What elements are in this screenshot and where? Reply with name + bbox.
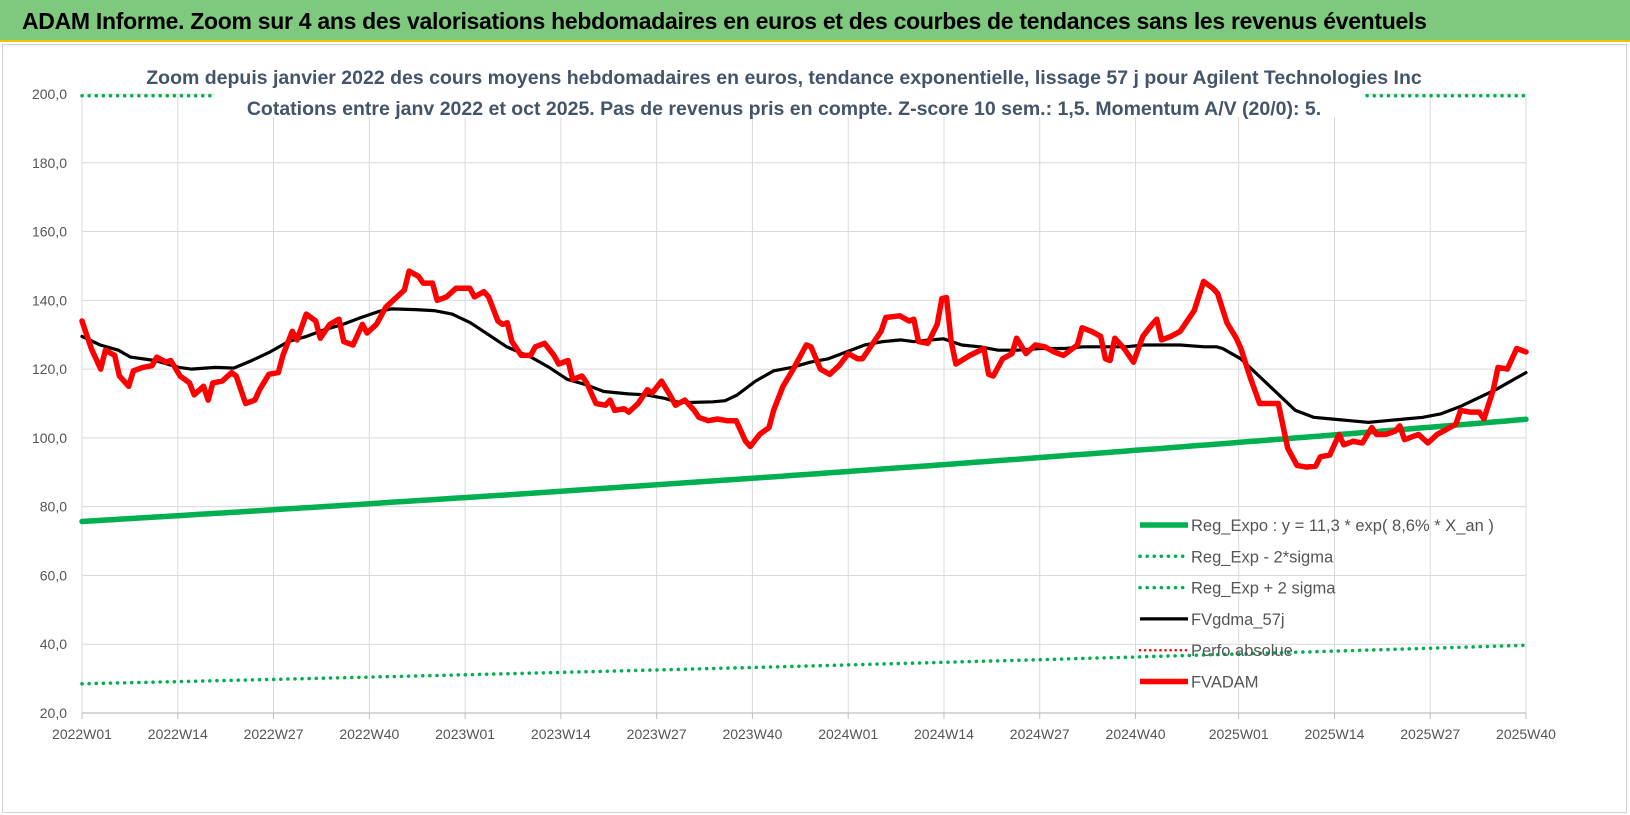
y-tick-label: 160,0 [32,224,67,240]
y-tick-label: 140,0 [32,292,67,308]
y-tick-label: 60,0 [40,567,67,583]
y-tick-label: 120,0 [32,361,67,377]
x-tick-label: 2024W14 [914,726,974,742]
report-title: ADAM Informe. Zoom sur 4 ans des valoris… [22,8,1427,34]
y-tick-label: 80,0 [40,499,67,515]
x-tick-label: 2023W14 [531,726,591,742]
axes: 20,0 40,0 60,0 80,0 100,0 120,0 140,0 160,0 180,… [32,86,1556,742]
series-line-fvgdma [80,307,1528,424]
x-tick-label: 2023W40 [722,726,782,742]
title-backdrop [215,55,1363,117]
x-tick-label: 2025W14 [1304,726,1364,742]
gridlines [81,93,1527,713]
chart-frame: 20,0 40,0 60,0 80,0 100,0 120,0 140,0 160,0 180,… [2,44,1627,813]
x-tick-label: 2023W01 [435,726,495,742]
series-line-fvadam [79,268,1529,470]
y-tick-label: 180,0 [32,155,67,171]
y-tick-label: 40,0 [40,636,67,652]
legend-label-fvadam: FVADAM [1191,674,1259,692]
x-tick-label: 2022W01 [52,726,112,742]
x-tick-label: 2022W40 [339,726,399,742]
x-tick-label: 2024W01 [818,726,878,742]
x-tick-label: 2023W27 [627,726,687,742]
y-tick-label: 200,0 [32,86,67,102]
legend-label-fvgdma: FVgdma_57j [1191,611,1285,629]
line-chart: 20,0 40,0 60,0 80,0 100,0 120,0 140,0 160,0 180,… [32,55,1556,742]
y-tick-label: 100,0 [32,430,67,446]
x-tick-label: 2022W14 [148,726,208,742]
chart-title-line-1: Zoom depuis janvier 2022 des cours moyen… [146,67,1422,89]
legend-label-reg_plus: Reg_Exp + 2 sigma [1191,580,1336,598]
legend-label-reg_minus: Reg_Exp - 2*sigma [1191,548,1334,566]
x-tick-label: 2022W27 [244,726,304,742]
legend-label-perfo: Perfo absolue [1191,642,1293,660]
x-tick-label: 2025W01 [1209,726,1269,742]
legend-label-reg_expo: Reg_Expo : y = 11,3 * exp( 8,6% * X_an ) [1191,517,1494,535]
x-tick-label: 2025W27 [1400,726,1460,742]
series-line-reg_minus [80,643,1528,686]
legend: Reg_Expo : y = 11,3 * exp( 8,6% * X_an )… [1138,517,1494,692]
y-tick-label: 20,0 [40,705,67,721]
x-tick-label: 2024W40 [1106,726,1166,742]
x-tick-label: 2024W27 [1010,726,1070,742]
report-banner: ADAM Informe. Zoom sur 4 ans des valoris… [0,0,1630,42]
x-tick-label: 2025W40 [1496,726,1556,742]
chart-title-line-2: Cotations entre janv 2022 et oct 2025. P… [247,98,1321,120]
